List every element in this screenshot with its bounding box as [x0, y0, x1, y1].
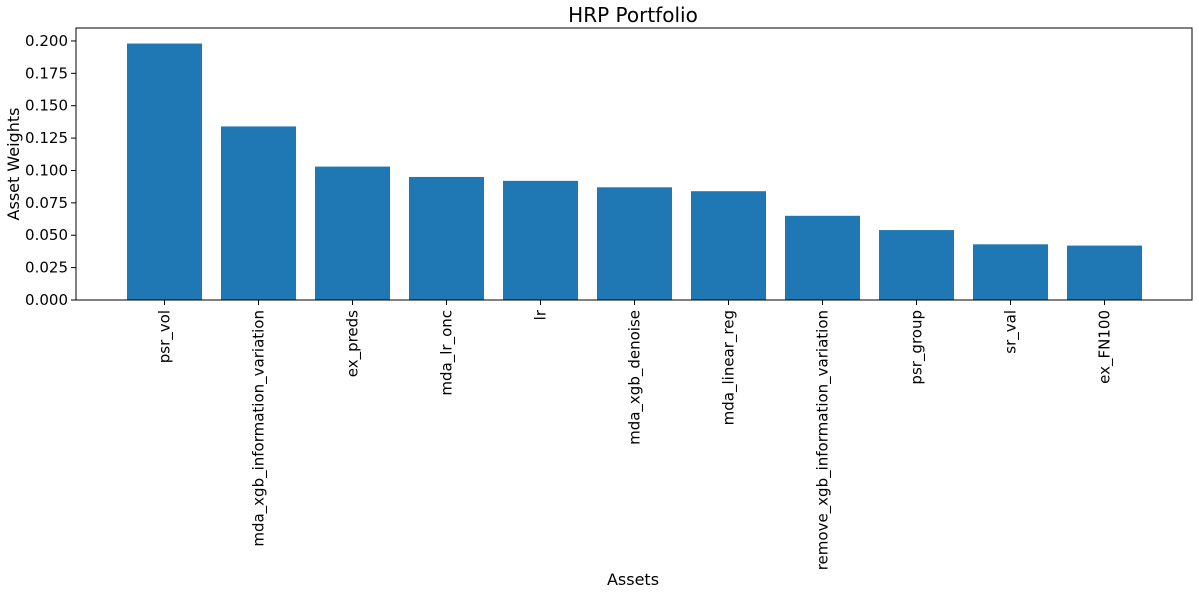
x-tick-label: ex_preds [344, 310, 363, 377]
x-tick-label: sr_val [1002, 310, 1021, 354]
bars-group [127, 43, 1142, 301]
bar-psr-group [879, 230, 954, 300]
bar-lr [503, 180, 578, 300]
y-tick-label: 0.175 [25, 64, 68, 82]
bar-ex-preds [315, 166, 390, 300]
y-tick-label: 0.125 [25, 129, 68, 147]
x-axis: psr_vol mda_xgb_information_variation ex_p… [156, 300, 1115, 570]
x-tick-label: mda_xgb_denoise [626, 310, 645, 445]
y-tick-label: 0.000 [25, 291, 68, 309]
y-tick-label: 0.075 [25, 194, 68, 212]
y-tick-label: 0.150 [25, 97, 68, 115]
bar-psr-vol [127, 43, 202, 301]
x-tick-label: ex_FN100 [1096, 310, 1115, 384]
bar-mda-lr-onc [409, 176, 484, 300]
x-tick-label: mda_linear_reg [720, 310, 739, 425]
chart-title: HRP Portfolio [568, 3, 698, 27]
x-axis-label: Assets [607, 570, 659, 589]
bar-mda-xgb-information-variation [221, 126, 296, 300]
x-tick-label: lr [532, 309, 550, 320]
plot-area-frame [75, 27, 1193, 301]
bar-remove-xgb-information-variation [785, 215, 860, 300]
bar-ex-fn100 [1067, 245, 1142, 300]
bar-sr-val [973, 244, 1048, 300]
y-tick-label: 0.025 [25, 259, 68, 277]
x-tick-label: psr_group [908, 310, 927, 385]
y-axis-label: Asset Weights [4, 108, 23, 221]
x-tick-label: mda_xgb_information_variation [250, 310, 269, 547]
x-tick-label: psr_vol [156, 310, 175, 363]
x-tick-label: mda_lr_onc [438, 310, 457, 396]
x-tick-label: remove_xgb_information_variation [814, 310, 833, 570]
bar-mda-xgb-denoise [597, 187, 672, 300]
bar-mda-linear-reg [691, 191, 766, 300]
y-tick-label: 0.200 [25, 32, 68, 50]
y-axis: 0.000 0.025 0.050 0.075 0.100 0.125 0.150 0.175… [25, 32, 76, 309]
y-tick-label: 0.050 [25, 226, 68, 244]
y-tick-label: 0.100 [25, 161, 68, 179]
